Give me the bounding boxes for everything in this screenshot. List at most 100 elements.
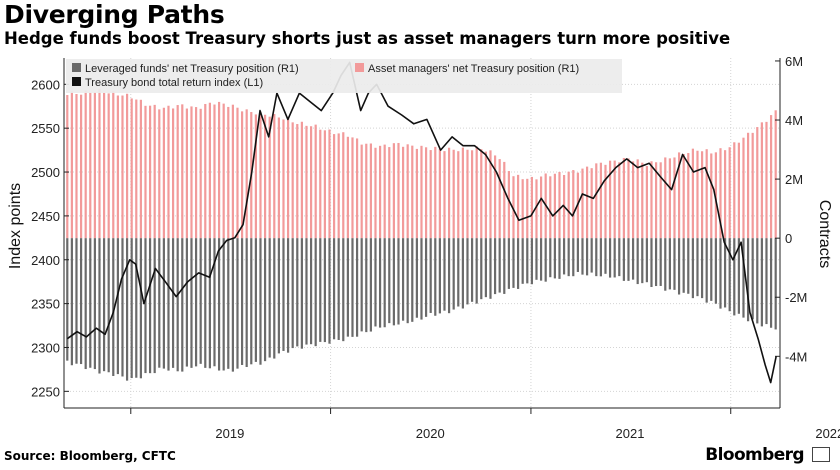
asset-managers-bar (291, 122, 294, 239)
leveraged-funds-bar (369, 238, 372, 332)
left-axis-tick-label: 2600 (31, 77, 60, 92)
asset-managers-bar (397, 142, 400, 239)
asset-managers-bar (360, 144, 363, 239)
asset-managers-bar (314, 124, 317, 239)
asset-managers-bar (664, 157, 667, 239)
leveraged-funds-bar (314, 238, 317, 347)
asset-managers-bar (599, 162, 602, 239)
leveraged-funds-bar (139, 238, 142, 379)
asset-managers-bar (365, 143, 368, 239)
leveraged-funds-bar (710, 238, 713, 301)
left-axis-tick-label: 2400 (31, 253, 60, 268)
asset-managers-bar (346, 136, 349, 239)
asset-managers-bar (300, 121, 303, 239)
asset-managers-bar (79, 94, 83, 239)
asset-managers-bar (737, 142, 740, 239)
leveraged-funds-bar (668, 238, 671, 290)
leveraged-funds-bar (558, 238, 561, 279)
left-axis-tick-label: 2250 (31, 384, 60, 399)
leveraged-funds-bar (277, 238, 280, 354)
asset-managers-bar (415, 148, 418, 239)
leveraged-funds-bar (388, 238, 391, 324)
asset-managers-bar (475, 146, 478, 239)
asset-managers-bar (273, 113, 276, 239)
source-note: Source: Bloomberg, CFTC (4, 449, 176, 463)
asset-managers-bar (585, 166, 589, 239)
leveraged-funds-bar (756, 238, 759, 324)
right-axis-tick-label: 0 (785, 231, 792, 246)
leveraged-funds-bar (521, 238, 524, 284)
leveraged-funds-bar (599, 238, 602, 277)
asset-managers-bar (774, 110, 777, 239)
asset-managers-bar (153, 104, 156, 239)
leveraged-funds-bar (613, 238, 616, 278)
asset-managers-bar (687, 153, 690, 239)
asset-managers-bar (116, 95, 119, 239)
leveraged-funds-bar (774, 238, 777, 330)
leveraged-funds-bar (493, 238, 497, 295)
leveraged-funds-bar (125, 238, 129, 381)
leveraged-funds-bar (346, 238, 349, 337)
leveraged-funds-bar (66, 238, 69, 361)
asset-managers-bar (112, 91, 115, 239)
asset-managers-bar (263, 114, 267, 239)
asset-managers-bar (549, 176, 552, 239)
leveraged-funds-bar (553, 238, 556, 279)
leveraged-funds-bar (475, 238, 478, 304)
leveraged-funds-bar (236, 238, 239, 369)
asset-managers-bar (645, 166, 648, 239)
asset-managers-bar (355, 138, 359, 239)
asset-managers-bar (89, 92, 92, 239)
leveraged-funds-bar (401, 238, 405, 321)
asset-managers-bar (447, 147, 451, 239)
asset-managers-bar (144, 105, 147, 239)
leveraged-funds-bar (530, 238, 533, 285)
leveraged-funds-bar (691, 238, 694, 299)
brand-mark-icon (812, 447, 830, 462)
leveraged-funds-bar (654, 238, 658, 287)
leveraged-funds-bar (641, 238, 644, 284)
leveraged-funds-bar (664, 238, 667, 291)
asset-managers-bar (746, 132, 750, 239)
asset-managers-bar (222, 103, 225, 239)
leveraged-funds-bar (576, 238, 579, 272)
x-axis-tick-label: 2019 (215, 426, 244, 441)
asset-managers-bar (130, 98, 133, 239)
asset-managers-bar (539, 176, 543, 239)
legend-label: Asset managers' net Treasury position (R… (368, 63, 579, 75)
asset-managers-bar (75, 94, 78, 239)
leveraged-funds-bar (167, 238, 170, 371)
asset-managers-bar (420, 145, 423, 239)
left-axis-tick-label: 2500 (31, 165, 60, 180)
asset-managers-bar (516, 174, 520, 239)
leveraged-funds-bar (231, 238, 234, 372)
asset-managers-bar (659, 162, 662, 239)
asset-managers-bar (392, 143, 395, 239)
x-axis-tick-label: 2021 (616, 426, 645, 441)
asset-managers-bar (558, 171, 561, 239)
asset-managers-bar (351, 137, 354, 239)
leveraged-funds-bar (355, 238, 359, 337)
asset-managers-bar (254, 114, 257, 239)
asset-managers-bar (457, 151, 460, 239)
leveraged-funds-bar (89, 238, 92, 368)
asset-managers-bar (406, 144, 409, 239)
leveraged-funds-bar (176, 238, 179, 372)
asset-managers-bar (622, 157, 625, 239)
asset-managers-bar (705, 149, 708, 239)
asset-managers-bar (691, 148, 694, 239)
leveraged-funds-bar (342, 238, 345, 342)
leveraged-funds-bar (268, 238, 271, 358)
asset-managers-bar (369, 143, 372, 239)
leveraged-funds-bar (93, 238, 96, 370)
asset-managers-bar (388, 147, 391, 239)
leveraged-funds-bar (374, 238, 377, 327)
asset-managers-bar (194, 107, 198, 239)
leveraged-funds-bar (259, 238, 262, 365)
asset-managers-bar (378, 145, 382, 239)
leveraged-funds-bar (590, 238, 593, 273)
leveraged-funds-bar (769, 238, 773, 328)
leveraged-funds-bar (84, 238, 87, 370)
asset-managers-bar (383, 144, 386, 239)
asset-managers-bar (604, 164, 607, 239)
